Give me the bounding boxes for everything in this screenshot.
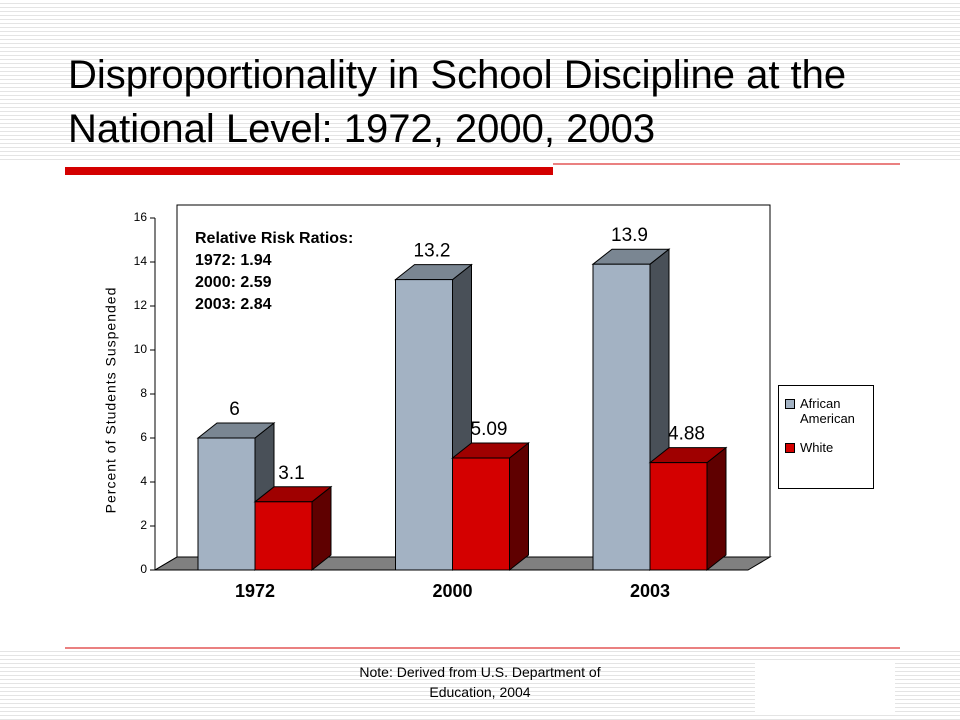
- legend-label: White: [800, 440, 834, 455]
- y-tick-label: 8: [140, 386, 147, 400]
- x-tick-label: 1972: [235, 581, 275, 601]
- value-label: 13.9: [611, 225, 648, 246]
- legend-swatch: [785, 443, 795, 453]
- rule-bar: [65, 167, 553, 175]
- value-label: 6: [229, 399, 240, 420]
- y-tick-label: 16: [134, 210, 148, 224]
- y-tick-label: 10: [134, 342, 148, 356]
- annotation-line: 2000: 2.59: [195, 274, 272, 291]
- annotation-title: Relative Risk Ratios:: [195, 230, 353, 247]
- bar: [254, 501, 313, 571]
- bar-side: [509, 441, 529, 572]
- legend-item: White: [785, 440, 867, 455]
- bar: [197, 437, 256, 571]
- footnote: Note: Derived from U.S. Department of Ed…: [359, 664, 601, 700]
- annotation: Relative Risk Ratios: 1972: 1.94 2000: 2.…: [195, 230, 353, 313]
- y-tick-label: 6: [140, 430, 147, 444]
- x-tick-label: 2000: [432, 581, 472, 601]
- y-tick-label: 0: [140, 562, 147, 576]
- y-tick-label: 12: [134, 298, 148, 312]
- legend-label: African American: [800, 396, 855, 426]
- y-axis-title: Percent of Students Suspended: [103, 287, 119, 514]
- bar: [452, 457, 510, 571]
- annotation-line: 1972: 1.94: [195, 252, 272, 269]
- value-label: 13.2: [414, 241, 451, 262]
- value-label: 3.1: [278, 463, 304, 484]
- annotation-line: 2003: 2.84: [195, 296, 272, 313]
- value-label: 4.88: [668, 424, 705, 445]
- legend-item: African American: [785, 396, 867, 426]
- y-tick-label: 14: [134, 254, 148, 268]
- y-tick-label: 4: [140, 474, 147, 488]
- bar: [649, 462, 708, 571]
- slide-title: Disproportionality in School Discipline …: [68, 53, 847, 151]
- bar: [592, 263, 651, 571]
- bar-side: [706, 446, 727, 572]
- value-label: 5.09: [471, 419, 508, 440]
- legend-swatch: [785, 399, 795, 409]
- y-tick-label: 2: [140, 518, 147, 532]
- x-tick-label: 2003: [630, 581, 670, 601]
- logo-box: [755, 660, 895, 715]
- axis-depth: [154, 556, 178, 571]
- legend: African American White: [778, 385, 874, 489]
- bar: [395, 279, 453, 571]
